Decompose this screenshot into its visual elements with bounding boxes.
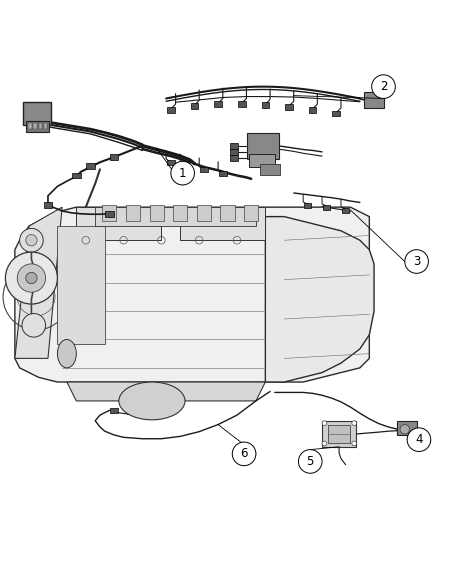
Bar bbox=[244, 205, 258, 221]
Bar bbox=[328, 424, 350, 443]
Circle shape bbox=[407, 428, 431, 451]
Circle shape bbox=[352, 441, 356, 446]
Polygon shape bbox=[15, 207, 369, 382]
FancyBboxPatch shape bbox=[304, 204, 311, 208]
FancyBboxPatch shape bbox=[23, 102, 51, 125]
FancyBboxPatch shape bbox=[249, 154, 275, 167]
Bar bbox=[28, 123, 32, 129]
FancyBboxPatch shape bbox=[219, 171, 227, 176]
FancyBboxPatch shape bbox=[72, 172, 81, 178]
Circle shape bbox=[372, 75, 395, 98]
FancyBboxPatch shape bbox=[247, 133, 279, 159]
Circle shape bbox=[352, 421, 356, 426]
Bar bbox=[95, 207, 256, 226]
Circle shape bbox=[26, 235, 37, 246]
FancyBboxPatch shape bbox=[44, 202, 52, 208]
Circle shape bbox=[17, 264, 46, 292]
Text: 4: 4 bbox=[415, 433, 423, 446]
Circle shape bbox=[171, 162, 194, 185]
Bar bbox=[38, 123, 42, 129]
FancyBboxPatch shape bbox=[323, 205, 330, 210]
Circle shape bbox=[5, 252, 57, 304]
Bar bbox=[220, 205, 235, 221]
Circle shape bbox=[405, 250, 428, 273]
FancyBboxPatch shape bbox=[364, 92, 383, 108]
FancyBboxPatch shape bbox=[181, 163, 189, 168]
FancyBboxPatch shape bbox=[110, 154, 118, 160]
Circle shape bbox=[299, 450, 322, 473]
Bar bbox=[150, 205, 164, 221]
Bar bbox=[33, 123, 37, 129]
Polygon shape bbox=[15, 207, 62, 358]
FancyBboxPatch shape bbox=[200, 167, 208, 172]
Text: 5: 5 bbox=[307, 455, 314, 468]
Bar bbox=[126, 205, 140, 221]
Polygon shape bbox=[67, 382, 265, 401]
FancyBboxPatch shape bbox=[285, 104, 293, 110]
Circle shape bbox=[19, 228, 43, 252]
FancyBboxPatch shape bbox=[167, 160, 174, 165]
FancyBboxPatch shape bbox=[230, 149, 238, 155]
FancyBboxPatch shape bbox=[214, 101, 222, 107]
Bar bbox=[44, 123, 47, 129]
FancyBboxPatch shape bbox=[262, 102, 269, 108]
Circle shape bbox=[22, 313, 46, 337]
Bar bbox=[180, 207, 265, 240]
Text: 6: 6 bbox=[240, 447, 248, 461]
FancyBboxPatch shape bbox=[230, 143, 238, 148]
Circle shape bbox=[322, 441, 327, 446]
Text: 3: 3 bbox=[413, 255, 420, 268]
FancyBboxPatch shape bbox=[238, 101, 246, 107]
Circle shape bbox=[26, 273, 37, 283]
Bar bbox=[57, 226, 105, 344]
FancyBboxPatch shape bbox=[26, 121, 49, 132]
FancyBboxPatch shape bbox=[332, 111, 340, 116]
Text: 1: 1 bbox=[179, 167, 186, 179]
FancyBboxPatch shape bbox=[397, 421, 417, 435]
FancyBboxPatch shape bbox=[110, 408, 118, 413]
Circle shape bbox=[400, 424, 410, 434]
FancyBboxPatch shape bbox=[86, 163, 95, 169]
FancyBboxPatch shape bbox=[342, 208, 349, 213]
Bar bbox=[102, 205, 117, 221]
FancyBboxPatch shape bbox=[309, 107, 317, 113]
FancyBboxPatch shape bbox=[105, 211, 114, 217]
Bar bbox=[173, 205, 187, 221]
FancyBboxPatch shape bbox=[260, 164, 280, 175]
Bar bbox=[76, 207, 161, 240]
Circle shape bbox=[232, 442, 256, 466]
Ellipse shape bbox=[57, 339, 76, 368]
Polygon shape bbox=[265, 217, 374, 382]
Text: 2: 2 bbox=[380, 80, 387, 93]
FancyBboxPatch shape bbox=[167, 107, 174, 113]
Bar bbox=[197, 205, 211, 221]
Ellipse shape bbox=[119, 382, 185, 420]
FancyBboxPatch shape bbox=[230, 155, 238, 161]
Bar bbox=[322, 421, 356, 447]
Circle shape bbox=[322, 421, 327, 426]
FancyBboxPatch shape bbox=[191, 103, 198, 109]
